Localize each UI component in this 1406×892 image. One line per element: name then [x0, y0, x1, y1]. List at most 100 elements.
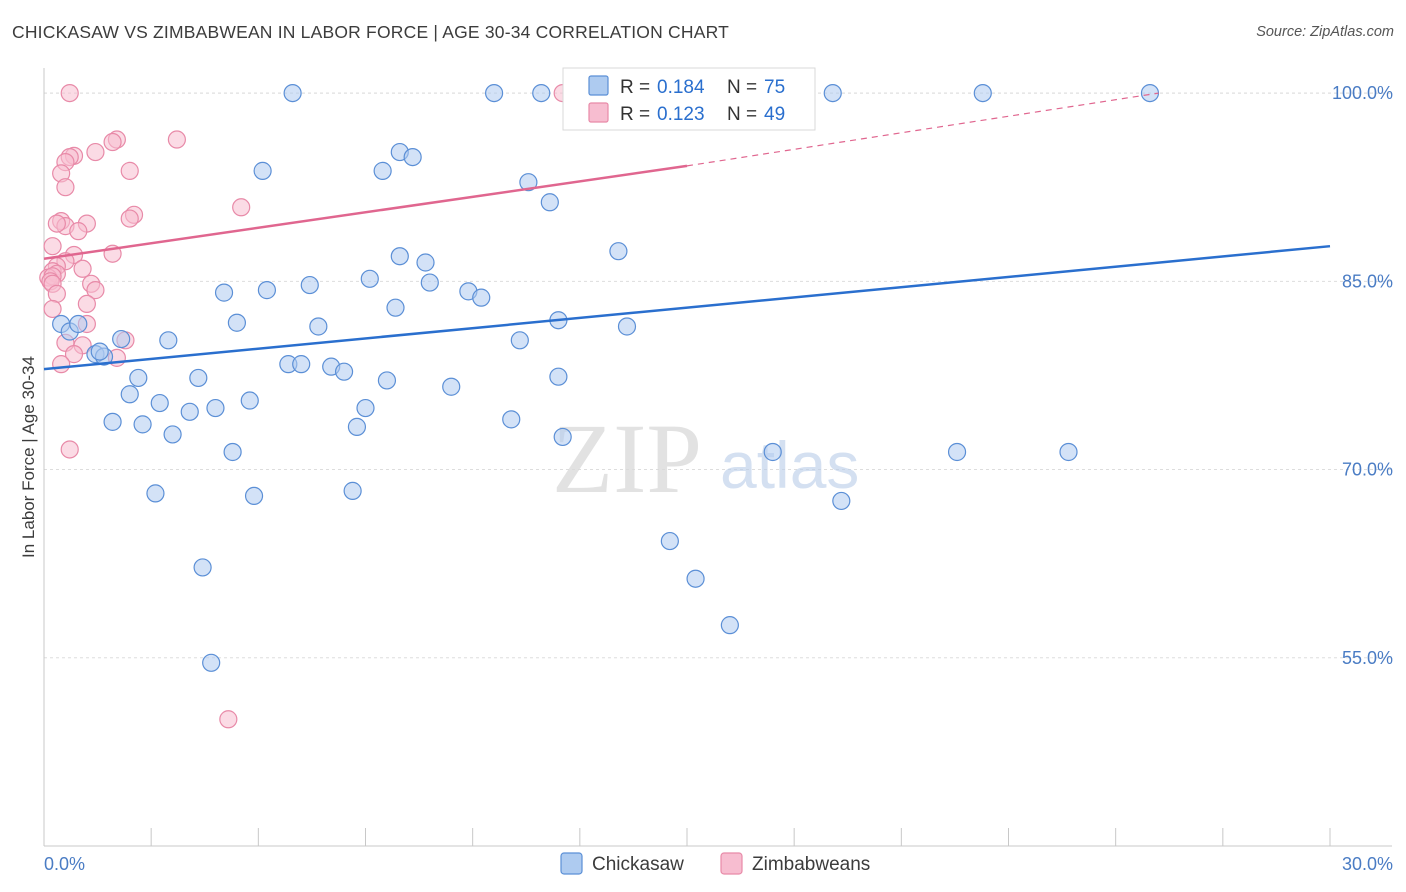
chickasaw-point-0	[283, 83, 302, 103]
chickasaw-point-66	[660, 531, 679, 551]
chickasaw-point-32	[159, 331, 178, 350]
chickasaw-point-5	[973, 83, 992, 103]
y-tick-label-85: 85.0%	[1342, 271, 1393, 291]
x-tick-label-max: 30.0%	[1342, 854, 1393, 874]
chickasaw-point-46	[120, 385, 139, 404]
correlation-legend: R = 0.184 N = 75 R = 0.123 N = 49	[562, 67, 816, 131]
bottom-legend-swatch-chickasaw	[560, 852, 583, 875]
chickasaw-point-27	[309, 317, 328, 336]
zimbabweans-point-41	[64, 345, 84, 364]
y-tick-label-70: 70.0%	[1342, 460, 1393, 480]
chickasaw-point-59	[947, 442, 967, 462]
chickasaw-point-8	[403, 147, 422, 167]
chickasaw-point-45	[549, 367, 568, 386]
zimbabweans-point-11	[56, 178, 75, 197]
trend-line-zimbabweans-extension	[686, 92, 1159, 167]
chickasaw-point-69	[720, 616, 739, 635]
bottom-legend-label-zimbabweans: Zimbabweans	[752, 854, 870, 875]
chickasaw-point-31	[112, 329, 131, 349]
legend-r-label-chickasaw: R =	[620, 77, 650, 98]
watermark-zip: ZIP	[552, 403, 702, 514]
chickasaw-point-68	[193, 558, 212, 577]
x-tick-label-min: 0.0%	[44, 854, 85, 874]
chickasaw-point-62	[146, 484, 165, 503]
chickasaw-point-23	[386, 298, 405, 317]
zimbabweans-point-44	[60, 440, 79, 459]
source-label: Source: ZipAtlas.com	[1256, 24, 1394, 40]
chickasaw-point-44	[442, 377, 461, 396]
zimbabweans-point-14	[120, 209, 139, 228]
chickasaw-point-36	[90, 342, 109, 361]
grid	[44, 92, 1392, 659]
chickasaw-point-63	[244, 486, 264, 505]
chickasaw-point-40	[334, 362, 354, 381]
chickasaw-point-55	[502, 410, 521, 429]
watermark: ZIP atlas	[552, 403, 859, 514]
chickasaw-point-57	[553, 427, 572, 447]
chickasaw-point-51	[356, 398, 375, 418]
chickasaw-point-43	[189, 368, 208, 388]
x-ticks	[43, 828, 1331, 846]
chickasaw-point-54	[347, 417, 367, 436]
zimbabweans-point-5	[86, 142, 105, 162]
chickasaw-point-1	[485, 83, 504, 103]
watermark-atlas: atlas	[720, 428, 859, 502]
chickasaw-point-4	[823, 83, 842, 103]
chickasaw-point-30	[69, 314, 88, 334]
legend-swatch-chickasaw	[588, 75, 609, 96]
axes	[43, 68, 1392, 847]
chickasaw-point-10	[373, 161, 392, 180]
chart-title: CHICKASAW VS ZIMBABWEAN IN LABOR FORCE |…	[12, 22, 729, 42]
legend-n-value-chickasaw: 75	[764, 77, 785, 98]
chickasaw-point-67	[686, 569, 705, 588]
legend-n-value-zimbabweans: 49	[764, 104, 785, 125]
chickasaw-point-41	[377, 371, 397, 390]
chickasaw-point-60	[1059, 442, 1078, 462]
chickasaw-point-12	[540, 193, 559, 212]
chickasaw-point-19	[257, 281, 277, 300]
chickasaw-point-42	[129, 368, 148, 388]
chickasaw-point-58	[763, 442, 782, 462]
chickasaw-point-22	[472, 288, 491, 307]
legend-r-value-chickasaw: 0.184	[657, 77, 705, 98]
bottom-legend-label-chickasaw: Chickasaw	[592, 854, 684, 875]
legend-n-label-chickasaw: N =	[727, 77, 757, 98]
chickasaw-point-17	[420, 273, 439, 292]
chickasaw-point-38	[292, 355, 311, 374]
chickasaw-point-13	[609, 242, 628, 261]
chickasaw-point-47	[240, 391, 259, 410]
zimbabweans-point-18	[47, 214, 66, 233]
chickasaw-point-18	[300, 275, 319, 295]
zimbabweans-point-12	[232, 198, 251, 217]
zimbabweans-point-27	[73, 259, 92, 278]
legend-r-value-zimbabweans: 0.123	[657, 104, 705, 125]
chickasaw-point-25	[617, 317, 637, 336]
zimbabweans-point-19	[69, 222, 88, 241]
legend-n-label-zimbabweans: N =	[727, 104, 757, 125]
zimbabweans-point-35	[77, 294, 96, 314]
chickasaw-point-16	[360, 269, 379, 288]
chickasaw-point-14	[390, 247, 409, 266]
trend-line-zimbabweans	[43, 164, 688, 260]
zimbabweans-point-34	[47, 284, 66, 303]
chickasaw-point-26	[227, 313, 246, 332]
zimbabweans-point-9	[120, 161, 139, 180]
zimbabweans-point-4	[167, 130, 186, 149]
chickasaw-point-56	[163, 425, 182, 444]
chickasaw-point-9	[253, 161, 272, 180]
chickasaw-point-53	[133, 415, 152, 434]
chickasaw-point-20	[214, 283, 234, 302]
chickasaw-points	[52, 83, 1160, 672]
trend-lines	[43, 92, 1331, 371]
zimbabweans-point-43	[52, 355, 71, 374]
zimbabweans-point-20	[43, 237, 62, 256]
chickasaw-point-52	[103, 412, 122, 431]
chickasaw-point-11	[519, 173, 538, 192]
zimbabweans-points	[39, 83, 572, 729]
chickasaw-point-2	[532, 83, 551, 103]
legend-r-label-zimbabweans: R =	[620, 104, 650, 125]
chickasaw-point-61	[223, 442, 242, 462]
zimbabweans-point-36	[43, 299, 62, 319]
chickasaw-point-48	[150, 393, 169, 413]
